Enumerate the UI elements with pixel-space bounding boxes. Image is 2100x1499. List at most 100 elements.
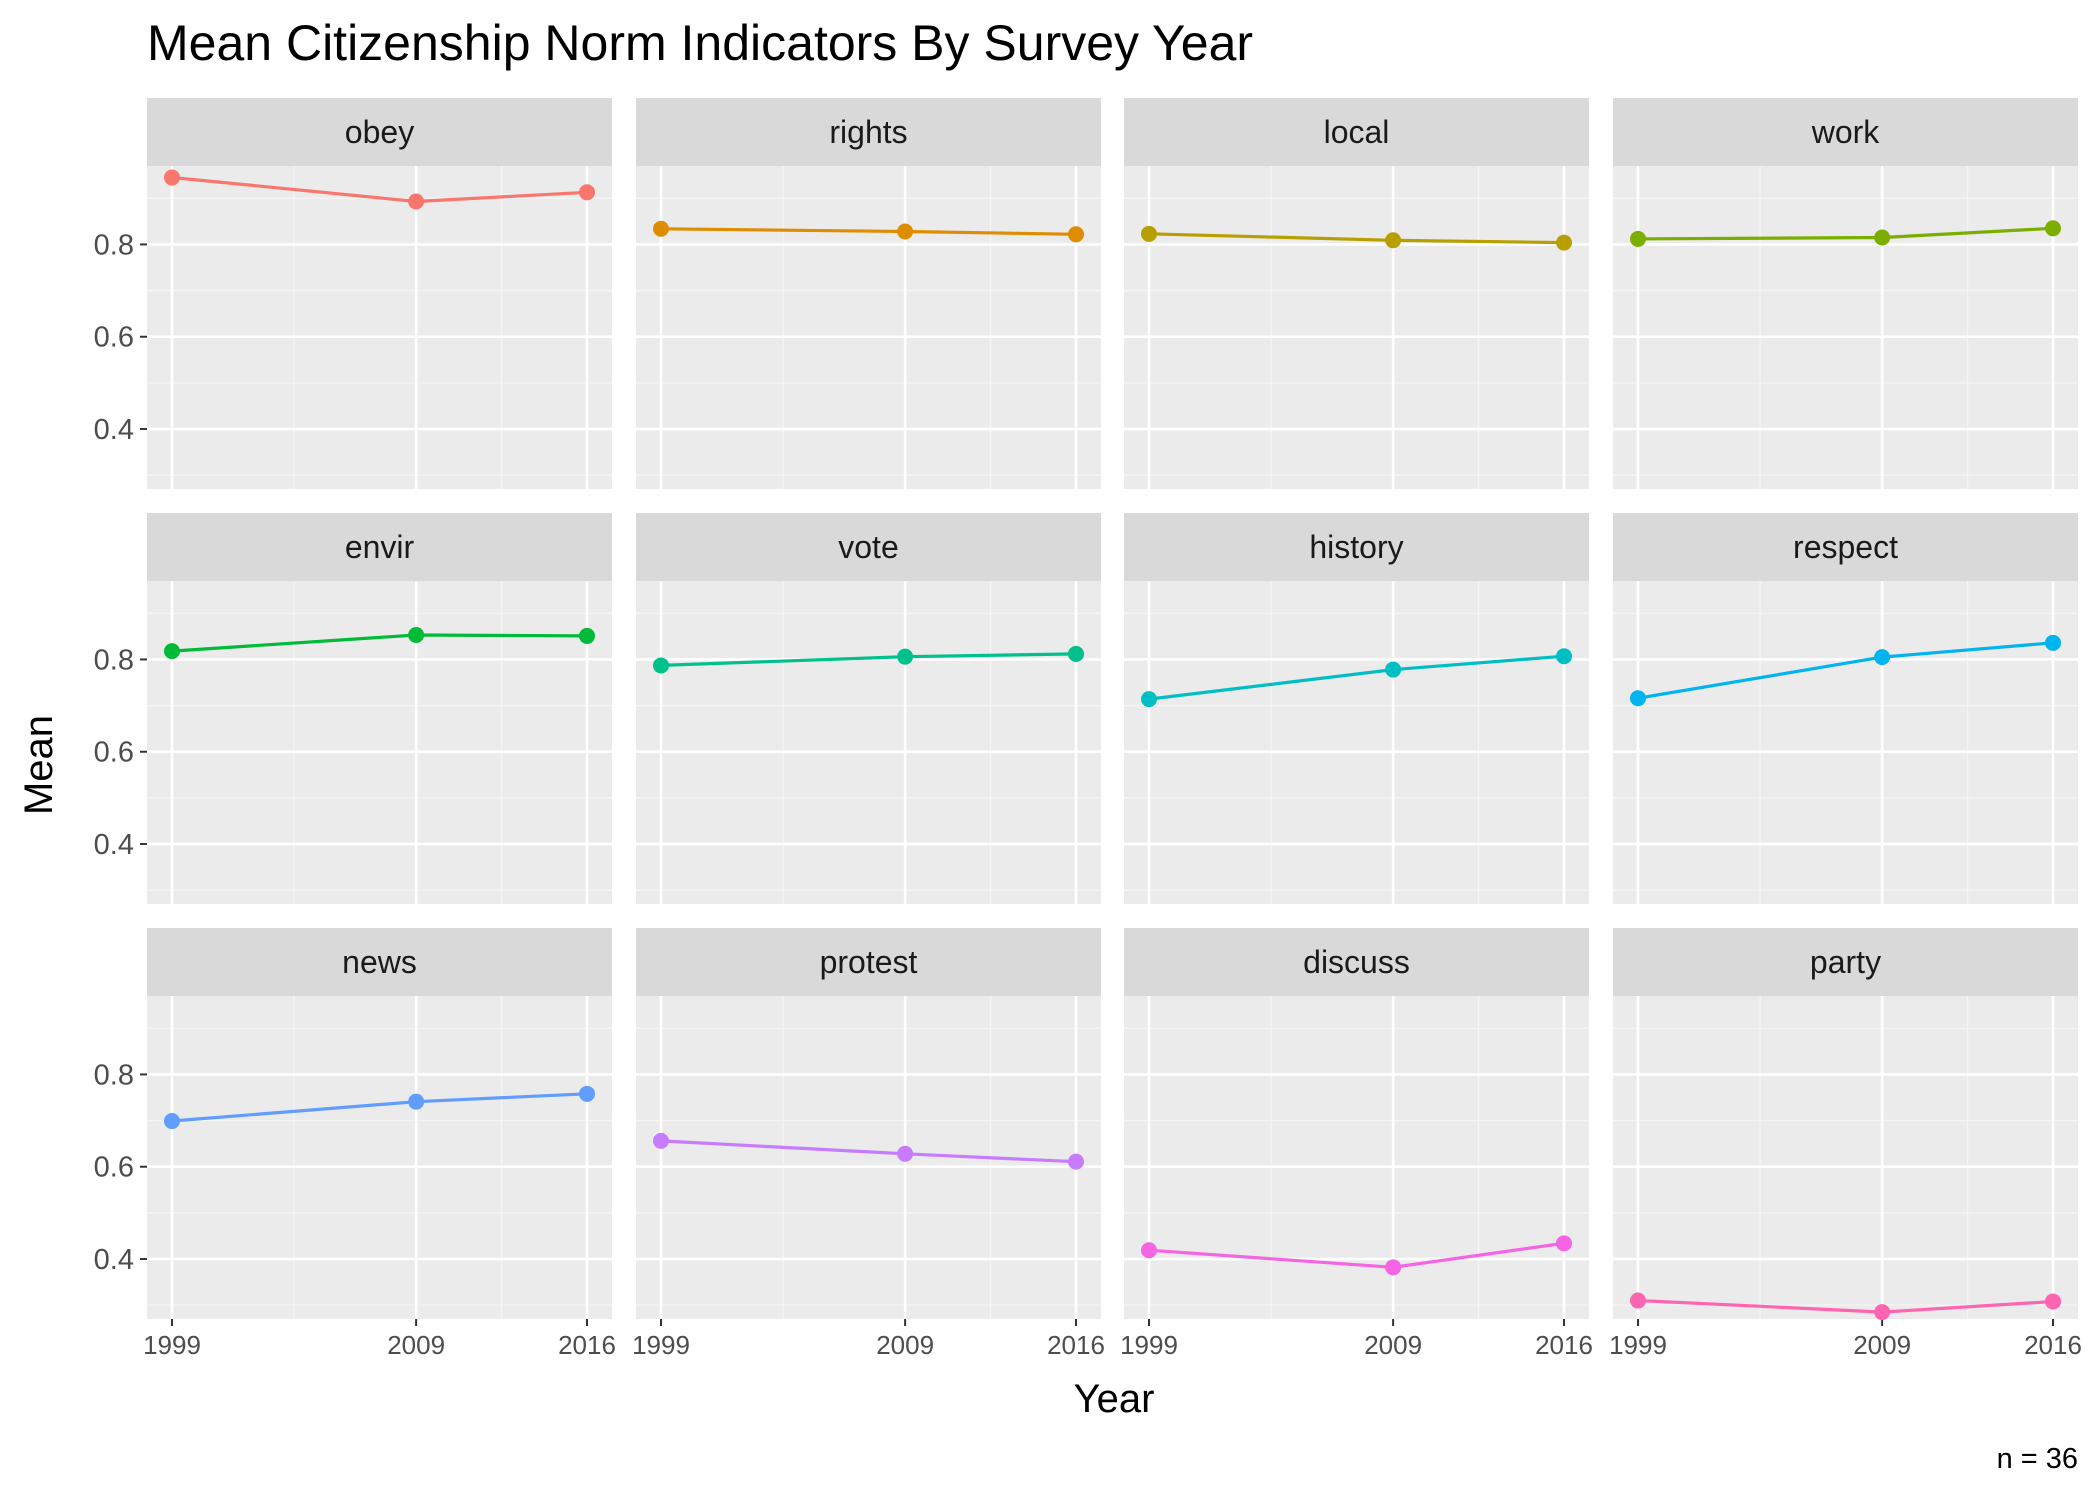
facet-label: history [1309,529,1403,565]
panel-background [1613,166,2078,489]
data-point-news [408,1093,425,1110]
facet-strip [636,98,1101,166]
facet-strip [1124,928,1589,996]
facet-rights: rights [636,98,1101,489]
y-tick-label: 0.6 [94,322,134,354]
facet-strip [636,928,1101,996]
facet-news: news 0.4 0.6 0.8 1999 2009 2016 [94,928,616,1360]
data-point-rights [1068,226,1084,243]
y-tick-label: 0.4 [94,414,134,446]
facet-discuss: discuss 1999 2009 2016 [1120,928,1593,1360]
facet-label: news [342,944,417,980]
data-point-history [1385,661,1402,678]
data-point-history [1141,691,1157,708]
facet-label: party [1810,944,1881,980]
data-point-local [1141,225,1157,242]
facet-strip [1124,98,1589,166]
facet-label: discuss [1303,944,1410,980]
data-point-news [579,1085,595,1102]
panel-background [147,166,612,489]
data-point-work [2045,220,2061,237]
data-point-obey [579,184,595,201]
x-tick-label: 1999 [1609,1330,1667,1360]
data-point-local [1385,232,1402,249]
data-point-local [1556,234,1572,251]
data-point-work [1874,229,1891,246]
data-point-rights [897,223,914,240]
x-tick-label: 2016 [558,1330,616,1360]
facet-strip [1613,98,2078,166]
data-point-discuss [1385,1259,1402,1276]
data-point-respect [1874,649,1891,666]
facet-obey: obey 0.4 0.6 0.8 [94,98,612,489]
x-tick-label: 1999 [143,1330,201,1360]
data-point-party [2045,1293,2061,1310]
y-tick-label: 0.4 [94,829,134,861]
data-point-respect [1630,690,1646,707]
y-tick-label: 0.4 [94,1244,134,1276]
data-point-obey [164,169,180,186]
x-axis-title: Year [1074,1377,1155,1421]
data-point-history [1556,648,1572,665]
panel-background [1613,996,2078,1319]
data-point-envir [408,626,425,643]
data-point-discuss [1141,1242,1157,1259]
data-point-vote [1068,645,1084,662]
facet-strip [147,513,612,581]
panel-background [636,581,1101,904]
facet-label: vote [838,529,898,565]
facet-label: respect [1793,529,1898,565]
chart-title: Mean Citizenship Norm Indicators By Surv… [147,15,1253,71]
facet-history: history [1124,513,1589,904]
data-point-vote [897,648,914,665]
facet-local: local [1124,98,1589,489]
data-point-envir [579,627,595,644]
x-tick-label: 2009 [387,1330,445,1360]
panel-background [1124,581,1589,904]
facet-strip [1613,928,2078,996]
y-tick-label: 0.8 [94,229,134,261]
x-tick-label: 2016 [2024,1330,2082,1360]
facet-label: local [1324,114,1390,150]
facet-panels: obey 0.4 0.6 0.8 rights local work envir 0.4 0.6 0… [94,98,2082,1360]
data-point-respect [2045,634,2061,651]
x-tick-label: 2016 [1047,1330,1105,1360]
data-point-discuss [1556,1235,1572,1252]
panel-background [1613,581,2078,904]
y-tick-label: 0.6 [94,737,134,769]
data-point-protest [897,1145,914,1162]
panel-background [147,581,612,904]
panel-background [636,996,1101,1319]
y-axis-title: Mean [17,715,61,815]
panel-background [636,166,1101,489]
x-tick-label: 2009 [876,1330,934,1360]
facet-envir: envir 0.4 0.6 0.8 [94,513,612,904]
facet-work: work [1613,98,2078,489]
data-point-news [164,1113,180,1130]
data-point-envir [164,643,180,660]
panel-background [1124,996,1589,1319]
facet-label: protest [820,944,918,980]
data-point-rights [653,220,669,237]
facet-party: party 1999 2009 2016 [1609,928,2082,1360]
x-tick-label: 2009 [1364,1330,1422,1360]
data-point-party [1630,1292,1646,1309]
x-tick-label: 1999 [632,1330,690,1360]
x-tick-label: 2009 [1853,1330,1911,1360]
facet-label: rights [829,114,907,150]
data-point-work [1630,230,1646,247]
data-point-party [1874,1304,1891,1321]
facet-label: obey [345,114,414,150]
facet-label: work [1811,114,1881,150]
facet-strip [147,98,612,166]
caption: n = 36 [1997,1443,2078,1475]
data-point-vote [653,657,669,674]
data-point-protest [1068,1153,1084,1170]
facet-label: envir [345,529,415,565]
facet-strip [147,928,612,996]
facet-strip [1124,513,1589,581]
y-tick-label: 0.6 [94,1152,134,1184]
panel-background [1124,166,1589,489]
facet-vote: vote [636,513,1101,904]
